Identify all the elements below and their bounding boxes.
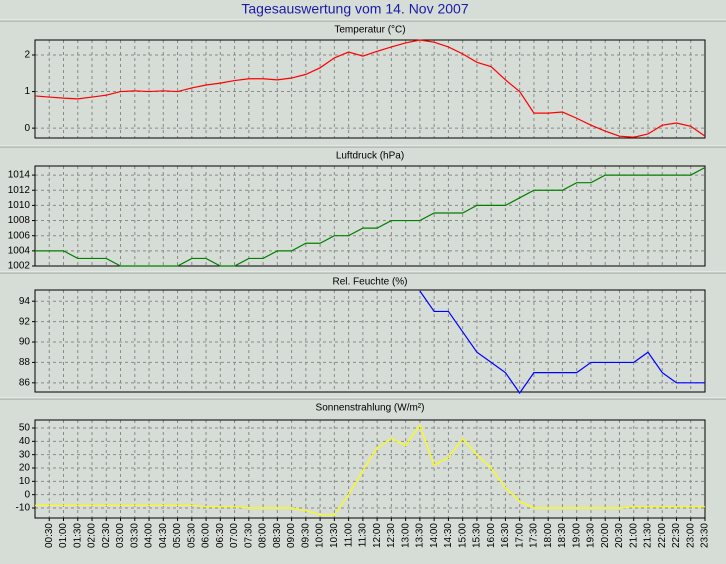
x-tick-label: 19:00 — [571, 523, 582, 548]
x-tick-label: 11:30 — [358, 523, 369, 548]
x-tick-label: 16:00 — [486, 523, 497, 548]
x-tick-label: 13:00 — [400, 523, 411, 548]
y-tick-label: 0 — [24, 123, 30, 134]
y-tick-label: 86 — [19, 377, 31, 388]
x-tick-label: 09:30 — [300, 523, 311, 548]
y-tick-label: 1012 — [8, 185, 31, 196]
x-tick-label: 23:00 — [685, 523, 696, 548]
x-tick-label: 01:00 — [58, 523, 69, 548]
x-tick-label: 18:00 — [543, 523, 554, 548]
x-tick-label: 14:30 — [443, 523, 454, 548]
data-line — [35, 166, 706, 267]
plot-frame — [34, 165, 706, 267]
y-tick-label: 92 — [19, 316, 31, 327]
panel-title: Sonnenstrahlung (W/m²) — [316, 403, 425, 414]
y-tick-label: 1006 — [8, 230, 31, 241]
x-tick-label: 16:30 — [500, 523, 511, 548]
y-tick-label: 1 — [24, 86, 30, 97]
plot-frame — [34, 289, 706, 393]
x-tick-label: 06:30 — [215, 523, 226, 548]
x-tick-label: 02:00 — [87, 523, 98, 548]
panel-title: Rel. Feuchte (%) — [332, 277, 407, 288]
x-tick-label: 19:30 — [586, 523, 597, 548]
x-tick-label: 05:00 — [172, 523, 183, 548]
x-tick-label: 17:30 — [529, 523, 540, 548]
x-tick-label: 03:30 — [129, 523, 140, 548]
x-tick-label: 20:30 — [614, 523, 625, 548]
x-tick-label: 11:00 — [343, 523, 354, 548]
y-tick-label: -10 — [16, 503, 31, 514]
y-tick-label: 88 — [19, 357, 31, 368]
x-tick-label: 17:00 — [514, 523, 525, 548]
y-tick-label: 20 — [19, 463, 31, 474]
x-tick-label: 13:30 — [415, 523, 426, 548]
y-tick-label: 10 — [19, 476, 31, 487]
x-tick-label: 04:30 — [158, 523, 169, 548]
x-tick-label: 12:30 — [386, 523, 397, 548]
y-tick-label: 1008 — [8, 215, 31, 226]
x-tick-label: 07:00 — [229, 523, 240, 548]
y-tick-label: 90 — [19, 337, 31, 348]
y-tick-label: 1002 — [8, 261, 31, 272]
y-tick-label: 1014 — [8, 170, 31, 181]
data-line — [419, 290, 705, 395]
x-tick-label: 06:00 — [201, 523, 212, 548]
y-tick-label: 40 — [19, 436, 31, 447]
x-tick-label: 23:30 — [700, 523, 711, 548]
x-tick-label: 15:00 — [457, 523, 468, 548]
y-tick-label: 1004 — [8, 245, 31, 256]
x-tick-label: 14:00 — [429, 523, 440, 548]
x-tick-label: 20:00 — [600, 523, 611, 548]
data-line — [34, 39, 706, 138]
x-tick-label: 07:30 — [243, 523, 254, 548]
y-tick-label: 2 — [24, 50, 30, 61]
y-tick-label: 30 — [19, 449, 31, 460]
x-tick-label: 03:00 — [115, 523, 126, 548]
x-tick-label: 10:00 — [315, 523, 326, 548]
x-tick-label: 18:30 — [557, 523, 568, 548]
x-tick-label: 04:00 — [144, 523, 155, 548]
x-tick-label: 21:30 — [643, 523, 654, 548]
x-tick-label: 10:30 — [329, 523, 340, 548]
x-tick-label: 08:30 — [272, 523, 283, 548]
panel-title: Temperatur (°C) — [334, 25, 405, 36]
y-tick-label: 0 — [24, 489, 30, 500]
x-tick-label: 08:00 — [258, 523, 269, 548]
x-tick-label: 02:30 — [101, 523, 112, 548]
y-tick-label: 1010 — [8, 200, 31, 211]
x-tick-label: 15:30 — [472, 523, 483, 548]
data-line — [35, 424, 705, 516]
x-tick-label: 09:00 — [286, 523, 297, 548]
x-tick-label: 01:30 — [72, 523, 83, 548]
y-tick-label: 94 — [19, 296, 31, 307]
panel-title: Luftdruck (hPa) — [336, 151, 404, 162]
x-tick-label: 22:00 — [657, 523, 668, 548]
y-tick-label: 50 — [19, 423, 31, 434]
plot-frame — [34, 39, 706, 139]
x-tick-label: 21:00 — [628, 523, 639, 548]
x-tick-label: 12:00 — [372, 523, 383, 548]
chart-title: Tagesauswertung vom 14. Nov 2007 — [241, 1, 468, 17]
x-tick-label: 00:30 — [44, 523, 55, 548]
plot-frame — [34, 419, 706, 519]
x-tick-label: 05:30 — [186, 523, 197, 548]
x-tick-label: 22:30 — [671, 523, 682, 548]
